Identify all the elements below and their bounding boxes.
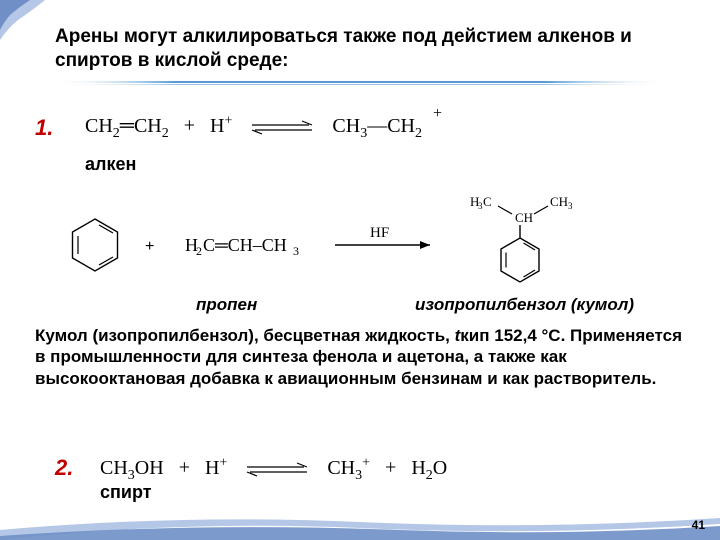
- eq1-ch2b: CH2: [134, 115, 169, 137]
- eq3-hplus: H+: [205, 457, 227, 479]
- svg-text:2: 2: [196, 244, 202, 258]
- page-number: 41: [692, 518, 705, 532]
- eq1-bond: —: [367, 115, 387, 137]
- svg-text:CH: CH: [515, 210, 533, 225]
- label-spirt: спирт: [100, 482, 152, 503]
- label-cumol: изопропилбензол (кумол): [415, 295, 634, 315]
- eq1-ch3: CH3: [332, 115, 367, 137]
- eq1-dbond: ═: [120, 115, 134, 137]
- eq1-ch2c: CH2: [387, 115, 422, 137]
- svg-text:C═CH–CH: C═CH–CH: [203, 235, 287, 255]
- equilibrium-arrow-icon: [247, 118, 317, 136]
- eq2-catalyst: HF: [370, 225, 389, 241]
- eq3-plus2: +: [385, 457, 396, 479]
- body-paragraph: Кумол (изопропилбензол), бесцветная жидк…: [35, 325, 685, 389]
- eq2-plus: +: [145, 238, 154, 255]
- svg-text:C: C: [483, 195, 492, 209]
- slide-title: Арены могут алкилироваться также под дей…: [55, 25, 675, 73]
- svg-text:CH: CH: [550, 195, 568, 209]
- svg-text:3: 3: [568, 201, 573, 211]
- item-number-2: 2.: [55, 455, 73, 481]
- eq1-hplus: H+: [210, 115, 232, 137]
- eq3-meoh: CH3OH: [100, 457, 164, 479]
- footer-curve: [0, 512, 720, 540]
- corner-accent: [0, 0, 60, 40]
- equation-2: + H 2 C═CH–CH 3 HF CH H 3 C CH 3: [60, 195, 660, 295]
- eq1-plus1: +: [184, 115, 195, 137]
- eq3-plus1: +: [179, 457, 190, 479]
- title-underline: [50, 80, 670, 86]
- cumene-icon: CH H 3 C CH 3: [470, 195, 573, 282]
- equilibrium-arrow-icon: [242, 460, 312, 478]
- equation-1: CH2═CH2 + H+ CH3—CH2: [85, 113, 422, 142]
- eq3-ch3plus: CH3+: [327, 457, 370, 479]
- equation-3: CH3OH + H+ CH3+ + H2O: [100, 455, 447, 484]
- label-alken: алкен: [85, 154, 136, 175]
- eq1-carbocation-plus: +: [433, 105, 442, 123]
- svg-text:3: 3: [293, 244, 299, 258]
- label-propen: пропен: [196, 295, 257, 315]
- eq1-ch2a: CH2: [85, 115, 120, 137]
- eq3-h2o: H2O: [411, 457, 447, 479]
- item-number-1: 1.: [35, 115, 53, 141]
- benzene-icon: [73, 219, 118, 271]
